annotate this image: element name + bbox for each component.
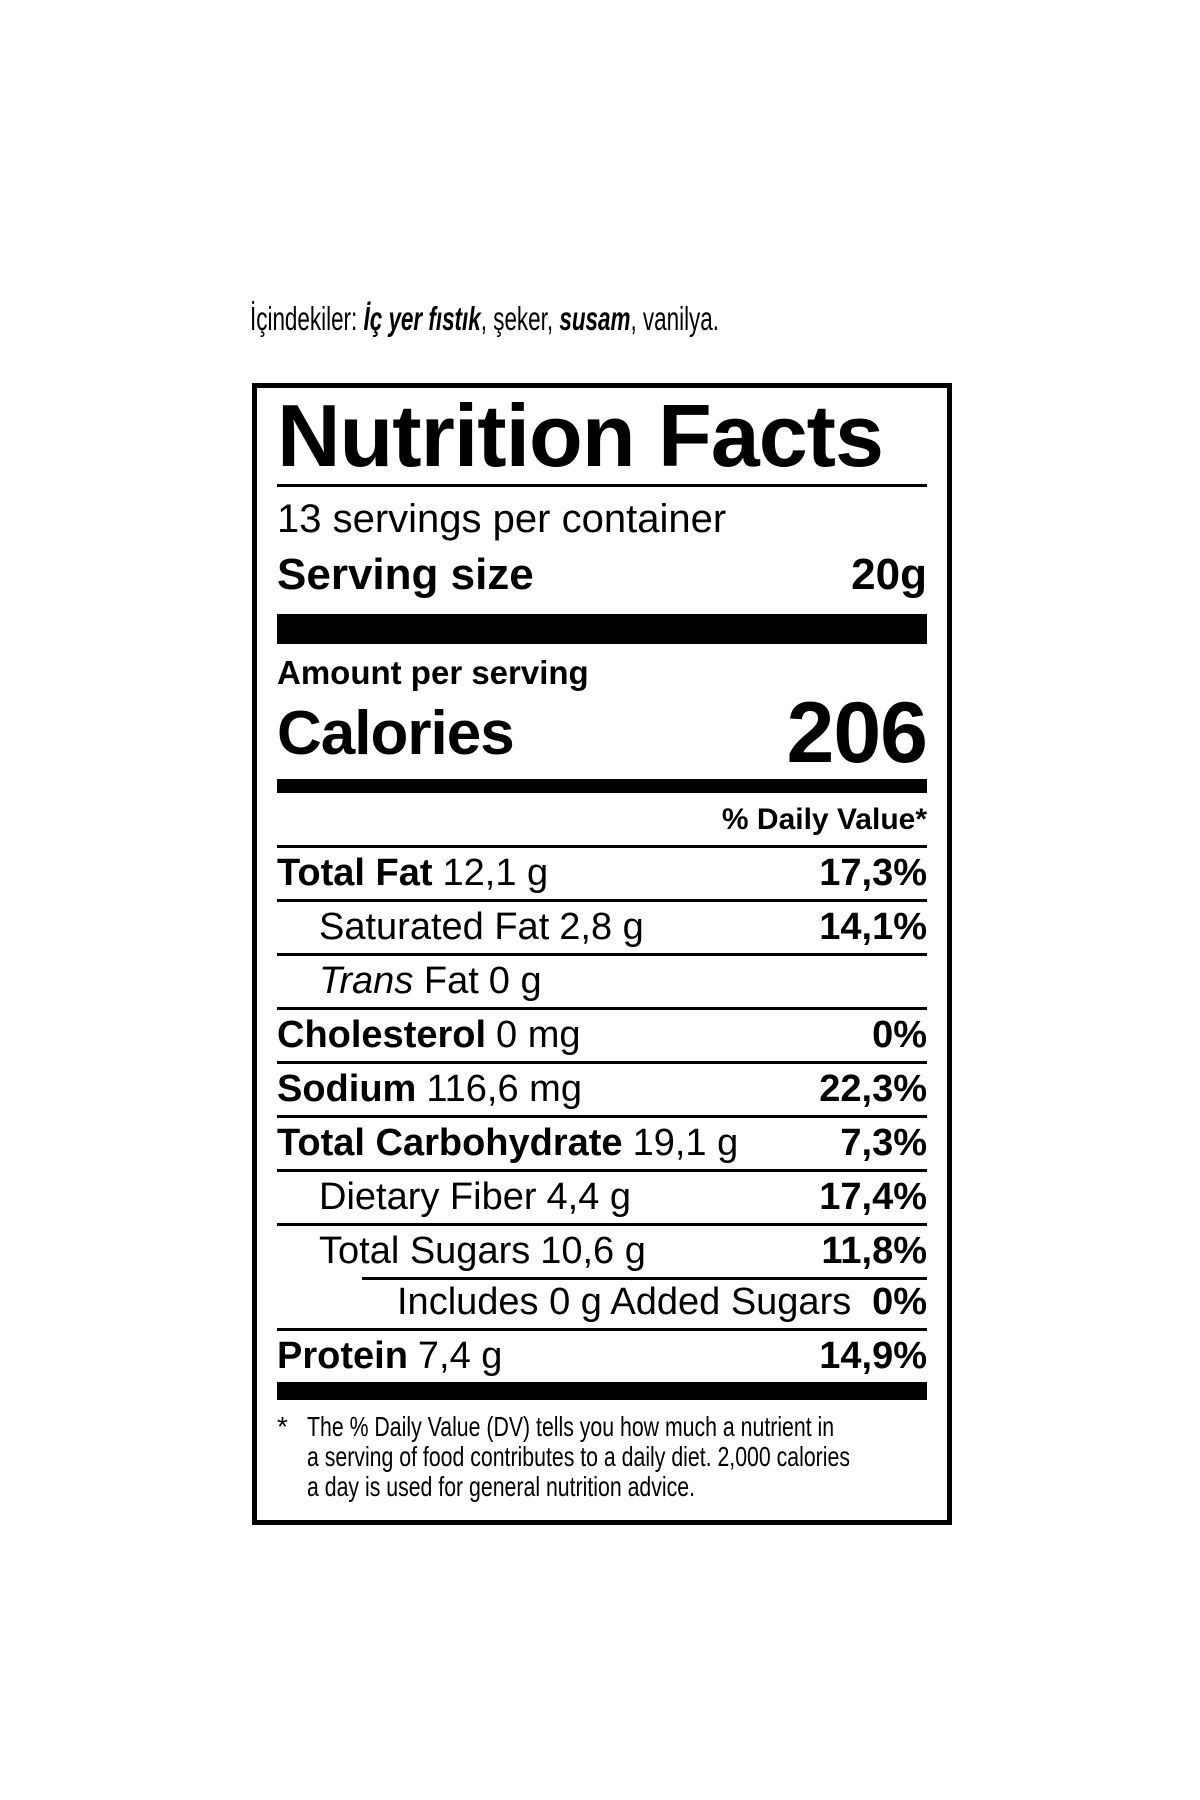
footnote: * The % Daily Value (DV) tells you how m… bbox=[277, 1400, 927, 1508]
footnote-text: The % Daily Value (DV) tells you how muc… bbox=[307, 1411, 850, 1503]
row-total-sugars: Total Sugars 10,6 g 11,8% bbox=[277, 1223, 927, 1277]
ingredient-sesame: susam bbox=[559, 300, 631, 337]
row-total-fat: Total Fat 12,1 g 17,3% bbox=[277, 845, 927, 899]
amount-per-serving-label: Amount per serving bbox=[277, 654, 589, 691]
medium-bar bbox=[277, 779, 927, 794]
serving-size-row: Serving size 20g bbox=[277, 544, 927, 610]
ingredients-prefix: İçindekiler: bbox=[250, 300, 364, 337]
serving-size-label: Serving size bbox=[277, 550, 534, 599]
footnote-asterisk: * bbox=[277, 1411, 288, 1443]
ingredient-peanut: İç yer fıstık bbox=[363, 300, 481, 337]
row-protein: Protein 7,4 g 14,9% bbox=[277, 1328, 927, 1382]
daily-value-header: % Daily Value* bbox=[721, 803, 927, 837]
nutrition-facts-panel: Nutrition Facts 13 servings per containe… bbox=[252, 383, 952, 1526]
servings-per-container: 13 servings per container bbox=[277, 497, 727, 541]
ingredients-mid: , şeker, bbox=[480, 300, 560, 337]
thick-bar-top bbox=[277, 614, 927, 644]
thick-bar-bottom bbox=[277, 1382, 927, 1401]
row-total-carbohydrate: Total Carbohydrate 19,1 g 7,3% bbox=[277, 1115, 927, 1169]
ingredients-line: İçindekiler: İç yer fıstık, şeker, susam… bbox=[250, 300, 940, 338]
calories-value: 206 bbox=[786, 685, 928, 781]
ingredients-suffix: , vanilya. bbox=[630, 300, 719, 337]
row-trans-fat: Trans Fat 0 g bbox=[277, 953, 927, 1007]
calories-label: Calories bbox=[277, 699, 515, 769]
serving-size-value: 20g bbox=[851, 550, 927, 599]
title-divider bbox=[277, 484, 927, 487]
row-cholesterol: Cholesterol 0 mg 0% bbox=[277, 1007, 927, 1061]
nutrition-facts-title: Nutrition Facts bbox=[277, 386, 884, 485]
calories-row: Calories 206 bbox=[277, 685, 928, 781]
row-added-sugars: Includes 0 g Added Sugars 0% bbox=[277, 1277, 927, 1328]
row-sodium: Sodium 116,6 mg 22,3% bbox=[277, 1061, 927, 1115]
row-saturated-fat: Saturated Fat 2,8 g 14,1% bbox=[277, 899, 927, 953]
row-dietary-fiber: Dietary Fiber 4,4 g 17,4% bbox=[277, 1169, 927, 1223]
